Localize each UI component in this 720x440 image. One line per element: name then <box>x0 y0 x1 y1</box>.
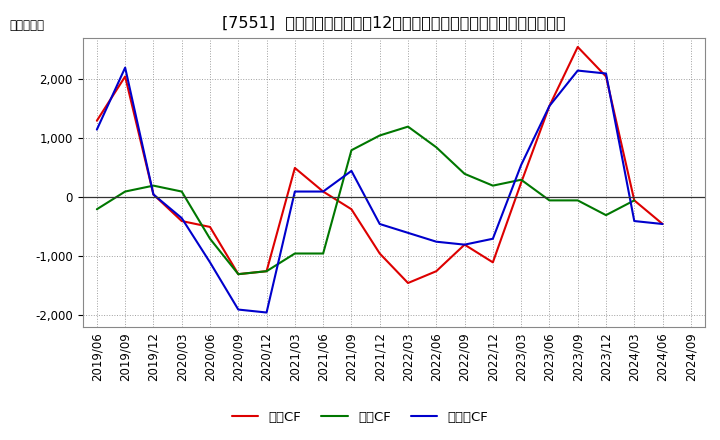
フリーCF <box>291 189 300 194</box>
フリーCF <box>460 242 469 247</box>
営業CF <box>404 280 413 286</box>
フリーCF <box>630 218 639 224</box>
投資CF <box>121 189 130 194</box>
営業CF <box>347 207 356 212</box>
フリーCF <box>149 192 158 197</box>
営業CF <box>602 74 611 79</box>
投資CF <box>602 213 611 218</box>
営業CF <box>234 271 243 277</box>
フリーCF <box>545 103 554 109</box>
Y-axis label: （百万円）: （百万円） <box>9 19 44 32</box>
Title: [7551]  キャッシュフローの12か月移動合計の対前年同期増減額の推移: [7551] キャッシュフローの12か月移動合計の対前年同期増減額の推移 <box>222 15 566 30</box>
投資CF <box>545 198 554 203</box>
投資CF <box>573 198 582 203</box>
営業CF <box>291 165 300 171</box>
投資CF <box>149 183 158 188</box>
投資CF <box>262 268 271 274</box>
営業CF <box>545 103 554 109</box>
投資CF <box>319 251 328 256</box>
Line: 営業CF: 営業CF <box>97 47 662 283</box>
営業CF <box>432 268 441 274</box>
営業CF <box>375 251 384 256</box>
投資CF <box>93 207 102 212</box>
フリーCF <box>573 68 582 73</box>
投資CF <box>489 183 498 188</box>
フリーCF <box>517 162 526 168</box>
フリーCF <box>121 65 130 70</box>
投資CF <box>432 145 441 150</box>
フリーCF <box>234 307 243 312</box>
フリーCF <box>658 221 667 227</box>
営業CF <box>149 192 158 197</box>
フリーCF <box>602 71 611 76</box>
投資CF <box>234 271 243 277</box>
投資CF <box>347 147 356 153</box>
投資CF <box>177 189 186 194</box>
営業CF <box>460 242 469 247</box>
フリーCF <box>206 260 215 265</box>
フリーCF <box>262 310 271 315</box>
投資CF <box>206 236 215 242</box>
投資CF <box>460 171 469 176</box>
フリーCF <box>375 221 384 227</box>
営業CF <box>658 221 667 227</box>
営業CF <box>319 189 328 194</box>
投資CF <box>630 198 639 203</box>
フリーCF <box>432 239 441 244</box>
投資CF <box>404 124 413 129</box>
営業CF <box>489 260 498 265</box>
営業CF <box>517 180 526 185</box>
営業CF <box>93 118 102 123</box>
フリーCF <box>489 236 498 242</box>
フリーCF <box>93 127 102 132</box>
Line: 投資CF: 投資CF <box>97 127 634 274</box>
営業CF <box>573 44 582 50</box>
フリーCF <box>319 189 328 194</box>
投資CF <box>375 133 384 138</box>
フリーCF <box>404 230 413 235</box>
フリーCF <box>177 216 186 221</box>
投資CF <box>291 251 300 256</box>
営業CF <box>177 218 186 224</box>
営業CF <box>630 198 639 203</box>
Legend: 営業CF, 投資CF, フリーCF: 営業CF, 投資CF, フリーCF <box>226 405 494 429</box>
営業CF <box>262 268 271 274</box>
営業CF <box>121 74 130 79</box>
投資CF <box>517 177 526 182</box>
フリーCF <box>347 168 356 173</box>
Line: フリーCF: フリーCF <box>97 68 662 312</box>
営業CF <box>206 224 215 230</box>
